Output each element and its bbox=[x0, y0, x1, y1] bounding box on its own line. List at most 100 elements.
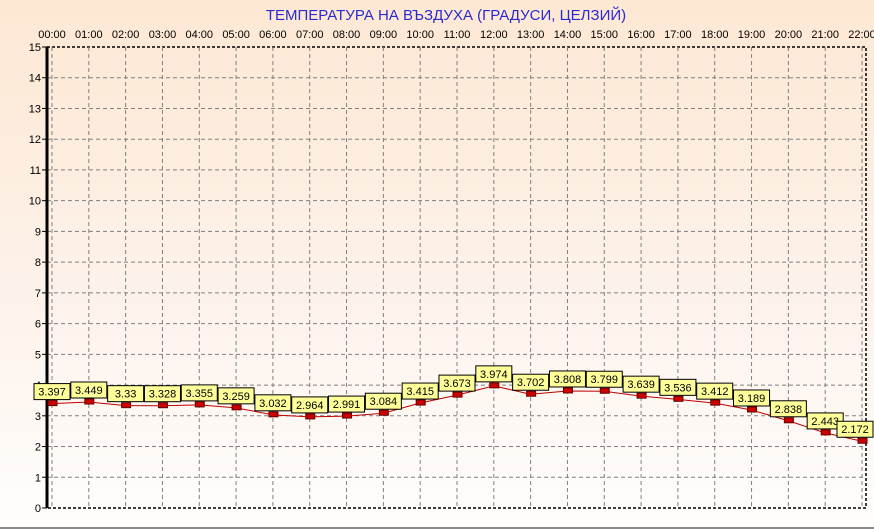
data-label: 3.032 bbox=[259, 398, 287, 410]
x-tick-label: 22:00 bbox=[848, 29, 874, 41]
data-label-box bbox=[217, 387, 255, 405]
data-point-marker bbox=[857, 437, 868, 444]
data-label: 3.974 bbox=[480, 369, 508, 381]
data-point-marker bbox=[783, 417, 794, 424]
data-point-marker bbox=[121, 402, 132, 409]
data-label-box bbox=[254, 394, 292, 412]
data-label: 2.443 bbox=[811, 416, 839, 428]
y-tick-label: 6 bbox=[35, 319, 41, 331]
y-tick-label: 13 bbox=[29, 103, 41, 115]
data-label-box bbox=[438, 374, 476, 392]
x-tick-label: 03:00 bbox=[149, 29, 177, 41]
y-tick-label: 1 bbox=[35, 472, 41, 484]
plot-frame bbox=[46, 46, 867, 509]
data-point-marker bbox=[710, 399, 721, 406]
x-tick-label: 15:00 bbox=[591, 29, 619, 41]
data-label-box bbox=[769, 400, 807, 418]
data-label: 2.964 bbox=[296, 400, 324, 412]
x-tick-label: 05:00 bbox=[222, 29, 250, 41]
y-tick-label: 12 bbox=[29, 134, 41, 146]
x-tick-label: 06:00 bbox=[259, 29, 287, 41]
x-tick-label: 20:00 bbox=[775, 29, 803, 41]
data-point-marker bbox=[157, 402, 168, 409]
data-label: 3.33 bbox=[115, 389, 136, 401]
data-point-marker bbox=[747, 406, 758, 413]
x-tick-label: 10:00 bbox=[406, 29, 434, 41]
y-tick-label: 15 bbox=[29, 42, 41, 54]
data-point-marker bbox=[599, 387, 610, 394]
data-label-box bbox=[622, 375, 660, 393]
y-tick-label: 7 bbox=[35, 288, 41, 300]
y-tick-label: 0 bbox=[35, 503, 41, 515]
data-label-box bbox=[401, 382, 439, 400]
y-tick-label: 11 bbox=[30, 165, 41, 177]
data-label-box bbox=[836, 420, 874, 438]
data-label: 3.449 bbox=[75, 385, 103, 397]
data-point-marker bbox=[820, 429, 831, 436]
data-label: 3.639 bbox=[627, 379, 655, 391]
data-label: 3.702 bbox=[517, 377, 545, 389]
data-point-marker bbox=[489, 382, 500, 389]
x-tick-label: 18:00 bbox=[701, 29, 729, 41]
y-tick-label: 14 bbox=[29, 73, 41, 85]
data-label-box bbox=[659, 378, 697, 396]
data-point-marker bbox=[415, 399, 426, 406]
data-label: 3.084 bbox=[370, 396, 398, 408]
data-point-marker bbox=[562, 387, 573, 394]
x-tick-label: 13:00 bbox=[517, 29, 545, 41]
chart-title: ТЕМПЕРАТУРА НА ВЪЗДУХА (ГРАДУСИ, ЦЕЛЗИЙ) bbox=[266, 6, 626, 24]
data-label: 2.838 bbox=[775, 404, 803, 416]
data-label: 2.991 bbox=[333, 399, 361, 411]
y-tick-label: 5 bbox=[35, 349, 41, 361]
data-point-marker bbox=[636, 392, 647, 399]
y-tick-label: 9 bbox=[35, 226, 41, 238]
x-tick-label: 14:00 bbox=[554, 29, 582, 41]
data-label: 2.172 bbox=[841, 424, 869, 436]
data-label-box bbox=[33, 383, 71, 401]
x-tick-label: 21:00 bbox=[811, 29, 839, 41]
x-tick-label: 12:00 bbox=[480, 29, 508, 41]
data-label: 3.355 bbox=[186, 388, 214, 400]
y-tick-label: 2 bbox=[35, 442, 41, 454]
x-tick-label: 09:00 bbox=[370, 29, 398, 41]
data-point-marker bbox=[378, 409, 389, 416]
data-point-marker bbox=[526, 390, 537, 397]
data-point-marker bbox=[342, 412, 353, 419]
x-tick-label: 19:00 bbox=[738, 29, 766, 41]
data-label: 3.799 bbox=[591, 374, 619, 386]
data-label-box bbox=[143, 385, 181, 403]
x-tick-label: 17:00 bbox=[664, 29, 692, 41]
data-point-marker bbox=[194, 401, 205, 408]
data-point-marker bbox=[673, 395, 684, 402]
data-label: 3.536 bbox=[664, 382, 692, 394]
data-point-marker bbox=[84, 398, 95, 405]
data-point-marker bbox=[231, 404, 242, 411]
data-label-box bbox=[328, 395, 366, 413]
y-tick-label: 3 bbox=[35, 411, 41, 423]
x-tick-label: 16:00 bbox=[627, 29, 655, 41]
y-tick-label: 10 bbox=[29, 196, 41, 208]
x-tick-label: 11:00 bbox=[444, 29, 471, 41]
data-point-marker bbox=[452, 391, 463, 398]
data-label: 3.259 bbox=[222, 391, 250, 403]
data-point-marker bbox=[268, 411, 279, 418]
data-label-box bbox=[696, 382, 734, 400]
y-tick-label: 8 bbox=[35, 257, 41, 269]
data-label-box bbox=[180, 384, 218, 402]
data-label: 3.397 bbox=[38, 387, 66, 399]
data-point-marker bbox=[305, 413, 316, 420]
data-label: 3.328 bbox=[149, 389, 177, 401]
data-label-box bbox=[475, 365, 513, 383]
data-label: 3.189 bbox=[738, 393, 766, 405]
data-label-box bbox=[733, 389, 771, 407]
x-tick-label: 02:00 bbox=[112, 29, 140, 41]
data-label: 3.808 bbox=[554, 374, 582, 386]
data-point-marker bbox=[47, 400, 58, 407]
data-label-box bbox=[291, 396, 329, 414]
data-label-box bbox=[548, 370, 586, 388]
x-tick-label: 01:00 bbox=[75, 29, 103, 41]
data-label: 3.673 bbox=[443, 378, 471, 390]
x-tick-label: 00:00 bbox=[38, 29, 66, 41]
data-label: 3.415 bbox=[406, 386, 434, 398]
